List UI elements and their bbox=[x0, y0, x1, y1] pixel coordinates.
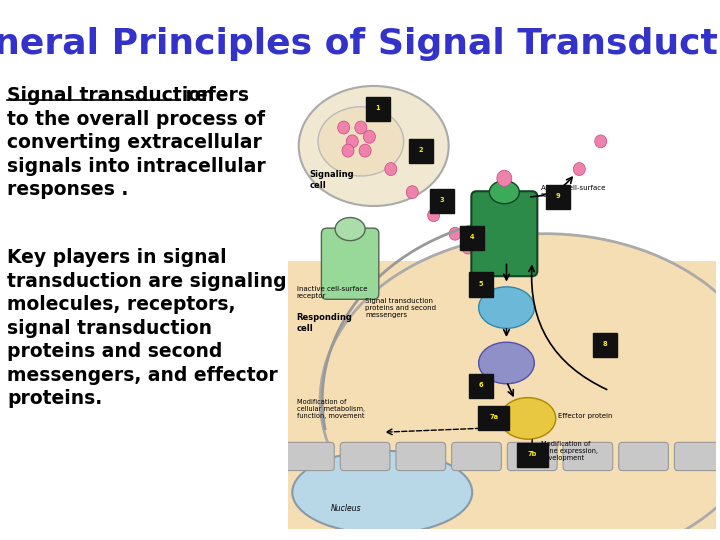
Text: signals into intracellular: signals into intracellular bbox=[7, 157, 266, 176]
FancyBboxPatch shape bbox=[408, 139, 433, 163]
Ellipse shape bbox=[364, 130, 375, 143]
FancyBboxPatch shape bbox=[460, 226, 485, 251]
Text: signal transduction: signal transduction bbox=[7, 319, 212, 338]
FancyBboxPatch shape bbox=[469, 374, 493, 398]
Text: 7b: 7b bbox=[528, 451, 537, 457]
Ellipse shape bbox=[335, 218, 365, 241]
Text: Signal transduction: Signal transduction bbox=[7, 86, 215, 105]
Polygon shape bbox=[288, 68, 716, 275]
Ellipse shape bbox=[573, 163, 585, 176]
Text: 7a: 7a bbox=[489, 415, 498, 421]
FancyBboxPatch shape bbox=[284, 442, 334, 470]
Text: Effector protein: Effector protein bbox=[558, 414, 613, 420]
Ellipse shape bbox=[292, 451, 472, 534]
FancyBboxPatch shape bbox=[341, 442, 390, 470]
Text: 9: 9 bbox=[556, 193, 560, 199]
Ellipse shape bbox=[595, 135, 607, 148]
Text: 2: 2 bbox=[418, 147, 423, 153]
Ellipse shape bbox=[490, 180, 519, 204]
FancyBboxPatch shape bbox=[675, 442, 720, 470]
Text: transduction are signaling: transduction are signaling bbox=[7, 272, 287, 291]
Ellipse shape bbox=[500, 397, 556, 439]
Text: 4: 4 bbox=[470, 234, 474, 240]
Text: 3: 3 bbox=[440, 198, 444, 204]
Text: Active cell-surface
receptor: Active cell-surface receptor bbox=[541, 185, 605, 198]
FancyBboxPatch shape bbox=[593, 333, 617, 356]
Ellipse shape bbox=[497, 170, 512, 186]
Ellipse shape bbox=[428, 209, 440, 222]
FancyBboxPatch shape bbox=[469, 273, 493, 296]
FancyBboxPatch shape bbox=[451, 442, 501, 470]
Ellipse shape bbox=[320, 234, 720, 540]
Text: Nucleus: Nucleus bbox=[330, 504, 361, 513]
Text: to the overall process of: to the overall process of bbox=[7, 110, 265, 129]
FancyBboxPatch shape bbox=[563, 442, 613, 470]
Text: molecules, receptors,: molecules, receptors, bbox=[7, 295, 235, 314]
FancyBboxPatch shape bbox=[366, 97, 390, 121]
Text: 6: 6 bbox=[479, 382, 483, 388]
Text: Signaling
cell: Signaling cell bbox=[310, 170, 354, 190]
Ellipse shape bbox=[355, 121, 366, 134]
Text: converting extracellular: converting extracellular bbox=[7, 133, 262, 152]
Text: messengers, and effector: messengers, and effector bbox=[7, 366, 278, 385]
FancyBboxPatch shape bbox=[618, 442, 668, 470]
Text: responses .: responses . bbox=[7, 180, 129, 199]
Text: 8: 8 bbox=[603, 341, 608, 347]
Ellipse shape bbox=[462, 241, 474, 254]
Ellipse shape bbox=[299, 86, 449, 206]
Ellipse shape bbox=[346, 135, 359, 148]
Text: proteins.: proteins. bbox=[7, 389, 102, 408]
Text: Key players in signal: Key players in signal bbox=[7, 248, 227, 267]
Ellipse shape bbox=[406, 186, 418, 199]
FancyBboxPatch shape bbox=[478, 407, 509, 430]
FancyBboxPatch shape bbox=[546, 185, 570, 209]
Text: 5: 5 bbox=[479, 281, 483, 287]
Ellipse shape bbox=[318, 107, 404, 176]
FancyBboxPatch shape bbox=[430, 190, 454, 213]
Ellipse shape bbox=[479, 342, 534, 384]
Text: refers: refers bbox=[179, 86, 249, 105]
Ellipse shape bbox=[338, 121, 350, 134]
Text: Responding
cell: Responding cell bbox=[297, 313, 353, 333]
Text: Signal transduction
proteins and second
messengers: Signal transduction proteins and second … bbox=[365, 298, 436, 318]
FancyBboxPatch shape bbox=[517, 443, 548, 467]
Text: Modification of
cellular metabolism,
function, movement: Modification of cellular metabolism, fun… bbox=[297, 400, 364, 420]
Ellipse shape bbox=[449, 227, 461, 240]
FancyBboxPatch shape bbox=[508, 442, 557, 470]
Ellipse shape bbox=[479, 287, 534, 328]
FancyBboxPatch shape bbox=[396, 442, 446, 470]
Ellipse shape bbox=[384, 163, 397, 176]
Polygon shape bbox=[288, 68, 716, 261]
Text: proteins and second: proteins and second bbox=[7, 342, 222, 361]
Polygon shape bbox=[288, 68, 716, 529]
Text: General Principles of Signal Transduction: General Principles of Signal Transductio… bbox=[0, 27, 720, 61]
FancyBboxPatch shape bbox=[472, 191, 537, 276]
Text: Modification of
gene expression,
development: Modification of gene expression, develop… bbox=[541, 441, 598, 461]
Text: 1: 1 bbox=[376, 105, 380, 111]
Ellipse shape bbox=[359, 144, 371, 157]
FancyBboxPatch shape bbox=[321, 228, 379, 299]
Text: Inactive cell-surface
receptor: Inactive cell-surface receptor bbox=[297, 286, 367, 299]
Ellipse shape bbox=[342, 144, 354, 157]
